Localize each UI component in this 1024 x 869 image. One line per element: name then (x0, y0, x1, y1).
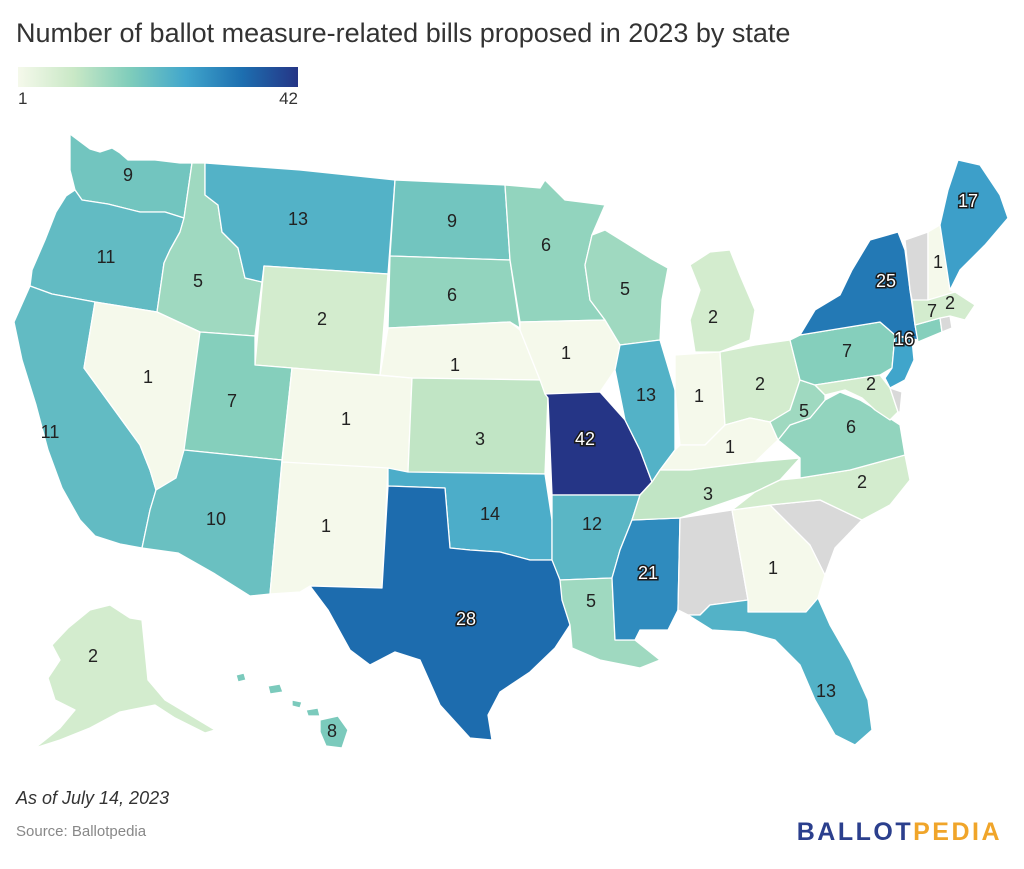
state-NJ[interactable] (884, 334, 915, 389)
state-label-WY: 2 (317, 309, 327, 329)
state-label-IL: 13 (636, 385, 656, 405)
state-label-CO: 1 (341, 409, 351, 429)
state-label-MI: 2 (708, 307, 718, 327)
state-label-MD: 2 (866, 374, 876, 394)
legend-labels: 1 42 (18, 89, 298, 111)
state-label-HI: 8 (327, 721, 337, 741)
state-label-WI: 5 (620, 279, 630, 299)
state-label-NM: 1 (321, 516, 331, 536)
state-label-TX: 28 (456, 609, 476, 629)
state-label-NH: 1 (933, 252, 943, 272)
state-KS[interactable] (407, 377, 549, 475)
state-TX[interactable] (309, 485, 571, 741)
legend-gradient-bar (18, 67, 298, 87)
state-SD[interactable] (387, 255, 521, 329)
state-label-NY: 25 (876, 271, 896, 291)
logo-part-pedia: PEDIA (913, 818, 1002, 846)
state-WI[interactable] (584, 229, 669, 346)
as-of-note: As of July 14, 2023 (16, 788, 170, 808)
state-label-ME: 17 (958, 191, 978, 211)
state-label-LA: 5 (586, 591, 596, 611)
state-HI[interactable] (235, 672, 349, 749)
logo-part-ballot: BALLOT (796, 818, 914, 846)
state-label-CT: 7 (927, 301, 937, 321)
state-label-AR: 12 (582, 514, 602, 534)
state-label-VA: 6 (846, 417, 856, 437)
state-label-GA: 1 (768, 558, 778, 578)
state-label-NC: 2 (857, 472, 867, 492)
state-label-NE: 1 (450, 355, 460, 375)
state-label-ND: 9 (447, 211, 457, 231)
state-label-SD: 6 (447, 285, 457, 305)
state-label-OK: 14 (480, 504, 500, 524)
state-label-TN: 3 (703, 484, 713, 504)
state-DE[interactable] (889, 387, 903, 413)
state-AK[interactable] (34, 604, 216, 749)
state-value-labels: 9111151132710119613142861421255132121132… (41, 165, 980, 741)
state-label-MO: 42 (575, 429, 595, 449)
legend-max-label: 42 (279, 89, 298, 108)
state-label-AZ: 10 (206, 509, 226, 529)
map-title: Number of ballot measure-related bills p… (16, 18, 791, 48)
state-label-IN: 1 (694, 386, 704, 406)
state-VT[interactable] (904, 231, 929, 301)
state-label-MN: 6 (541, 235, 551, 255)
state-RI[interactable] (939, 315, 953, 333)
state-label-NV: 1 (143, 367, 153, 387)
state-NC[interactable] (731, 454, 911, 521)
state-label-OR: 11 (97, 247, 116, 267)
state-NY[interactable] (799, 231, 919, 341)
state-TN[interactable] (631, 457, 801, 521)
state-ME[interactable] (939, 159, 1009, 291)
state-label-ID: 5 (193, 271, 203, 291)
state-label-KS: 3 (475, 429, 485, 449)
color-legend: 1 42 (18, 67, 298, 111)
state-MD[interactable] (814, 374, 899, 421)
source-credit: Source: Ballotpedia (16, 823, 147, 840)
state-label-CA: 11 (41, 422, 60, 442)
state-label-PA: 7 (842, 341, 852, 361)
state-FL[interactable] (687, 597, 873, 746)
legend-min-label: 1 (18, 89, 28, 108)
state-label-IA: 1 (561, 343, 571, 363)
state-MI[interactable] (689, 249, 756, 353)
state-label-KY: 1 (725, 437, 735, 457)
state-label-OH: 2 (755, 374, 765, 394)
ballotpedia-logo: BALLOTPEDIA (797, 818, 1002, 847)
state-label-MS: 21 (638, 563, 658, 583)
state-label-UT: 7 (227, 391, 237, 411)
state-label-AK: 2 (88, 646, 98, 666)
state-label-WV: 5 (799, 401, 809, 421)
state-label-MT: 13 (288, 209, 308, 229)
state-label-MA: 2 (945, 293, 955, 313)
state-label-FL: 13 (816, 681, 836, 701)
state-label-WA: 9 (123, 165, 133, 185)
state-MT[interactable] (204, 162, 396, 283)
state-label-NJ: 16 (894, 329, 914, 349)
